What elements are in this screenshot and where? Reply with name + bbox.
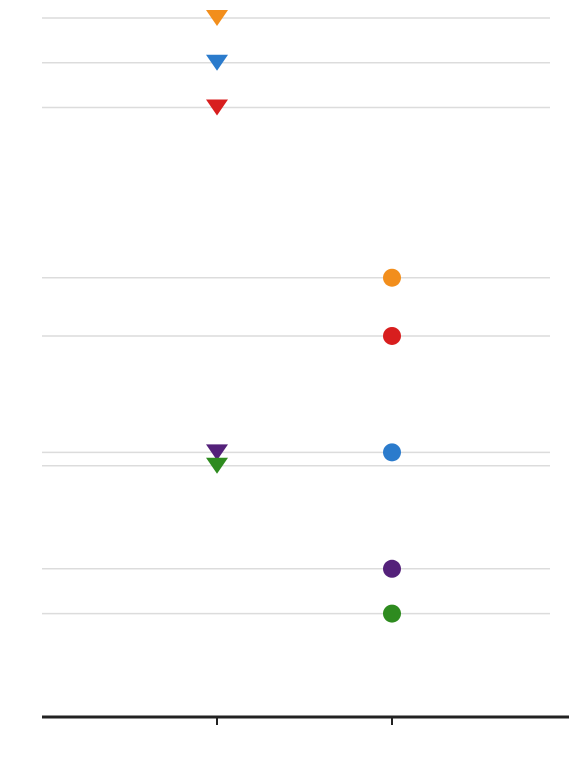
circle-marker [383, 604, 401, 623]
tick-layer [216, 717, 393, 725]
circle-marker [383, 559, 401, 578]
marks-layer [206, 10, 401, 623]
triangle-marker [206, 457, 228, 474]
triangle-marker [206, 444, 228, 461]
triangle-marker [206, 54, 228, 71]
triangle-marker [206, 99, 228, 116]
circle-marker [383, 268, 401, 287]
grid-layer [42, 17, 550, 615]
circle-marker [383, 443, 401, 462]
circle-marker [383, 326, 401, 345]
triangle-marker [206, 10, 228, 26]
